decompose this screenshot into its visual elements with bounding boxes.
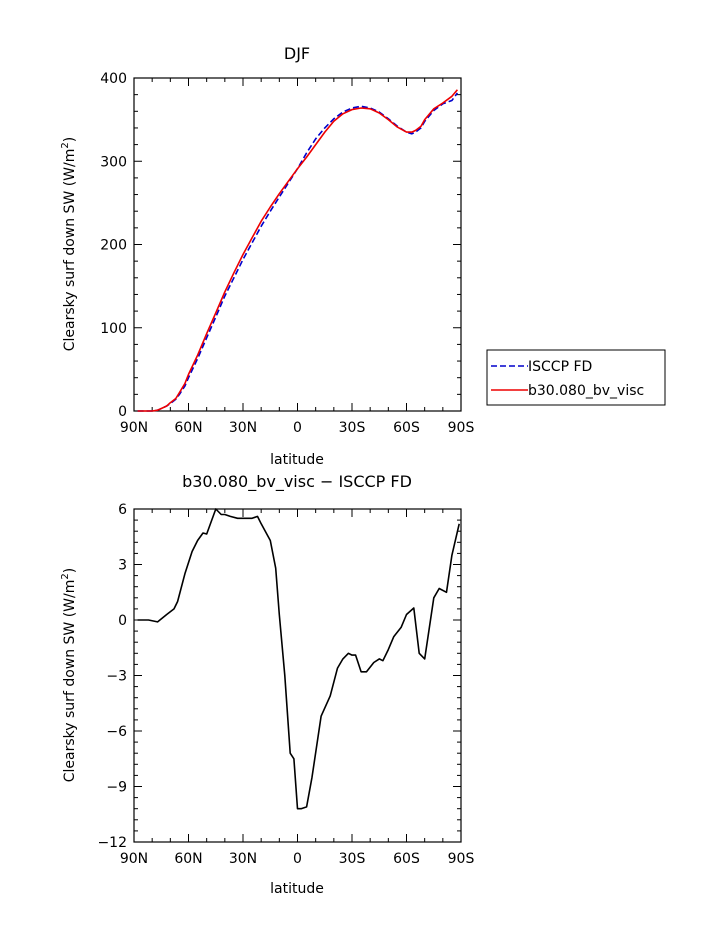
bottom-y-label-main: Clearsky surf down SW (W/m xyxy=(62,580,78,783)
bottom-x-tick-label: 60N xyxy=(174,851,202,867)
bottom-x-tick-label: 30S xyxy=(339,851,366,867)
top-x-tick-label: 60N xyxy=(174,420,202,436)
bottom-y-label-close: ) xyxy=(62,568,78,573)
bottom-y-tick-label: −6 xyxy=(106,724,127,740)
top-y-label-sup: 2 xyxy=(60,142,71,148)
top-y-axis-label: Clearsky surf down SW (W/m2) xyxy=(60,137,78,351)
bottom-y-tick-label: 0 xyxy=(118,613,127,629)
top-x-tick-label: 30N xyxy=(229,420,257,436)
top-chart-title: DJF xyxy=(284,44,310,63)
legend-label-model: b30.080_bv_visc xyxy=(528,383,644,399)
top-series xyxy=(137,89,459,412)
bottom-y-tick-label: 6 xyxy=(118,502,127,518)
legend: ISCCP FD b30.080_bv_visc xyxy=(486,349,666,406)
bottom-panel: b30.080_bv_visc − ISCCP FD 90N 60N 30N 0 30S… xyxy=(60,472,474,897)
top-x-tick-label: 30S xyxy=(339,420,366,436)
top-x-axis-label: latitude xyxy=(270,452,324,468)
bottom-y-tick-label: −12 xyxy=(97,835,127,851)
top-y-tick-label: 100 xyxy=(100,321,127,337)
bottom-series xyxy=(137,508,460,810)
top-series-line-1 xyxy=(137,89,459,412)
top-x-tick-label: 60S xyxy=(393,420,420,436)
legend-label-isccp: ISCCP FD xyxy=(528,359,592,375)
bottom-y-axis-label: Clearsky surf down SW (W/m2) xyxy=(60,568,78,782)
bottom-x-tick-label: 0 xyxy=(293,851,302,867)
bottom-plot-frame xyxy=(133,508,462,843)
bottom-chart-title: b30.080_bv_visc − ISCCP FD xyxy=(182,472,412,492)
top-x-tick-label: 90N xyxy=(120,420,148,436)
bottom-x-axis-label: latitude xyxy=(270,881,324,897)
top-panel: DJF 90N 60N 30N 0 30S 60S 90S 0 100 200 300 400 lat… xyxy=(60,44,666,468)
top-x-tick-label: 90S xyxy=(448,420,475,436)
bottom-series-line-0 xyxy=(137,508,460,810)
bottom-x-tick-label: 90S xyxy=(448,851,475,867)
top-y-label-main: Clearsky surf down SW (W/m xyxy=(62,149,78,352)
bottom-y-tick-label: −9 xyxy=(106,780,127,796)
bottom-y-tick-label: 3 xyxy=(118,558,127,574)
top-ticks: 90N 60N 30N 0 30S 60S 90S 0 100 200 300 400 xyxy=(100,71,474,436)
top-y-tick-label: 300 xyxy=(100,154,127,170)
top-y-tick-label: 400 xyxy=(100,71,127,87)
bottom-y-label-sup: 2 xyxy=(60,573,71,579)
top-x-tick-label: 0 xyxy=(293,420,302,436)
top-y-tick-label: 200 xyxy=(100,238,127,254)
bottom-x-tick-label: 30N xyxy=(229,851,257,867)
bottom-y-tick-label: −3 xyxy=(106,669,127,685)
legend-box xyxy=(486,349,666,406)
top-plot-frame xyxy=(133,77,462,412)
top-y-label-close: ) xyxy=(62,137,78,142)
top-series-line-0 xyxy=(137,92,459,412)
bottom-x-tick-label: 60S xyxy=(393,851,420,867)
top-y-tick-label: 0 xyxy=(118,404,127,420)
bottom-x-tick-label: 90N xyxy=(120,851,148,867)
